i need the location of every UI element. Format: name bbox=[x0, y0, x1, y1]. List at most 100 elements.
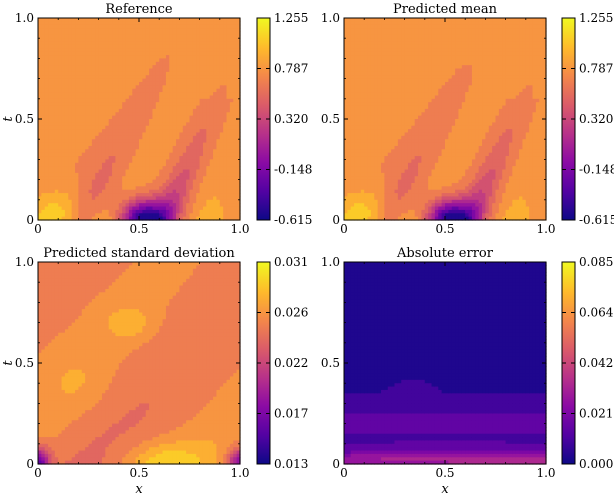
heatmap-cell bbox=[213, 34, 218, 39]
heatmap-cell bbox=[101, 189, 106, 194]
heatmap-cell bbox=[95, 176, 100, 181]
heatmap-cell bbox=[135, 213, 140, 218]
heatmap-cell bbox=[118, 105, 123, 110]
heatmap-cell bbox=[179, 199, 184, 204]
heatmap-cell bbox=[209, 51, 214, 56]
heatmap-cell bbox=[135, 172, 140, 177]
heatmap-cell bbox=[122, 199, 127, 204]
heatmap-cell bbox=[41, 159, 46, 164]
heatmap-cell bbox=[54, 105, 59, 110]
heatmap-cell bbox=[112, 135, 117, 140]
heatmap-cell bbox=[354, 18, 359, 22]
heatmap-cell bbox=[229, 68, 234, 73]
heatmap-cell bbox=[118, 78, 123, 83]
heatmap-cell bbox=[38, 135, 42, 140]
heatmap-cell bbox=[51, 145, 56, 150]
heatmap-cell bbox=[41, 18, 46, 22]
heatmap-cell bbox=[192, 182, 197, 187]
heatmap-cell bbox=[233, 186, 238, 191]
heatmap-cell bbox=[159, 182, 164, 187]
heatmap-cell bbox=[165, 132, 170, 137]
heatmap-cell bbox=[182, 125, 187, 130]
heatmap-cell bbox=[192, 196, 197, 201]
heatmap-cell bbox=[347, 65, 352, 70]
heatmap-cell bbox=[162, 193, 167, 198]
heatmap-cell bbox=[122, 24, 127, 29]
heatmap-cell bbox=[98, 189, 103, 194]
heatmap-cell bbox=[122, 162, 127, 167]
heatmap-cell bbox=[169, 38, 174, 43]
heatmap-cell bbox=[58, 81, 63, 86]
heatmap-cell bbox=[58, 34, 63, 39]
heatmap-cell bbox=[206, 44, 211, 49]
heatmap-cell bbox=[189, 34, 194, 39]
heatmap-cell bbox=[125, 159, 130, 164]
heatmap-cell bbox=[216, 68, 221, 73]
heatmap-cell bbox=[132, 51, 137, 56]
heatmap-cell bbox=[41, 58, 46, 63]
heatmap-cell bbox=[122, 21, 127, 26]
heatmap-cell bbox=[54, 186, 59, 191]
heatmap-cell bbox=[139, 122, 143, 127]
heatmap-cell bbox=[179, 169, 184, 174]
heatmap-cell bbox=[48, 152, 53, 157]
heatmap-cell bbox=[209, 61, 214, 66]
heatmap-cell bbox=[51, 48, 56, 53]
heatmap-cell bbox=[108, 199, 113, 204]
heatmap-cell bbox=[108, 41, 113, 46]
heatmap-cell bbox=[118, 176, 123, 181]
heatmap-cell bbox=[209, 189, 214, 194]
heatmap-cell bbox=[192, 31, 197, 36]
heatmap-cell bbox=[112, 28, 117, 33]
heatmap-cell bbox=[209, 81, 214, 86]
heatmap-cell bbox=[162, 44, 167, 49]
heatmap-cell bbox=[172, 81, 177, 86]
heatmap-cell bbox=[64, 169, 69, 174]
heatmap-cell bbox=[91, 51, 96, 56]
heatmap-cell bbox=[199, 55, 204, 59]
heatmap-cell bbox=[149, 108, 154, 113]
heatmap-cell bbox=[132, 203, 137, 208]
heatmap-cell bbox=[95, 58, 100, 63]
heatmap-cell bbox=[95, 206, 100, 211]
heatmap-cell bbox=[216, 61, 221, 66]
heatmap-cell bbox=[223, 75, 228, 80]
heatmap-cell bbox=[128, 166, 133, 171]
heatmap-cell bbox=[223, 216, 228, 221]
heatmap-cell bbox=[350, 206, 355, 211]
heatmap-cell bbox=[51, 95, 56, 100]
heatmap-cell bbox=[64, 176, 69, 181]
heatmap-cell bbox=[115, 78, 120, 83]
heatmap-cell bbox=[122, 31, 127, 36]
heatmap-cell bbox=[101, 24, 106, 29]
heatmap-cell bbox=[68, 28, 73, 33]
heatmap-cell bbox=[105, 172, 110, 177]
heatmap-cell bbox=[105, 162, 110, 167]
heatmap-cell bbox=[209, 95, 214, 100]
heatmap-cell bbox=[139, 132, 143, 137]
x-tick-label: 1.0 bbox=[230, 222, 249, 236]
heatmap-cell bbox=[58, 58, 63, 63]
heatmap-cell bbox=[179, 166, 184, 171]
heatmap-cell bbox=[155, 186, 160, 191]
heatmap-cell bbox=[64, 78, 69, 83]
heatmap-cell bbox=[189, 61, 194, 66]
heatmap-cell bbox=[350, 44, 355, 49]
heatmap-cell bbox=[61, 81, 66, 86]
heatmap-cell bbox=[149, 21, 154, 26]
heatmap-cell bbox=[229, 78, 234, 83]
heatmap-cell bbox=[139, 21, 143, 26]
heatmap-cell bbox=[88, 179, 93, 184]
heatmap-cell bbox=[186, 55, 191, 59]
heatmap-cell bbox=[108, 145, 113, 150]
heatmap-cell bbox=[44, 125, 49, 130]
heatmap-cell bbox=[61, 112, 66, 117]
heatmap-cell bbox=[58, 216, 63, 221]
heatmap-cell bbox=[186, 162, 191, 167]
heatmap-cell bbox=[78, 81, 83, 86]
heatmap-cell bbox=[142, 206, 147, 211]
heatmap-cell bbox=[145, 44, 150, 49]
heatmap-cell bbox=[54, 182, 59, 187]
heatmap-cell bbox=[71, 92, 76, 97]
heatmap-cell bbox=[165, 58, 170, 63]
